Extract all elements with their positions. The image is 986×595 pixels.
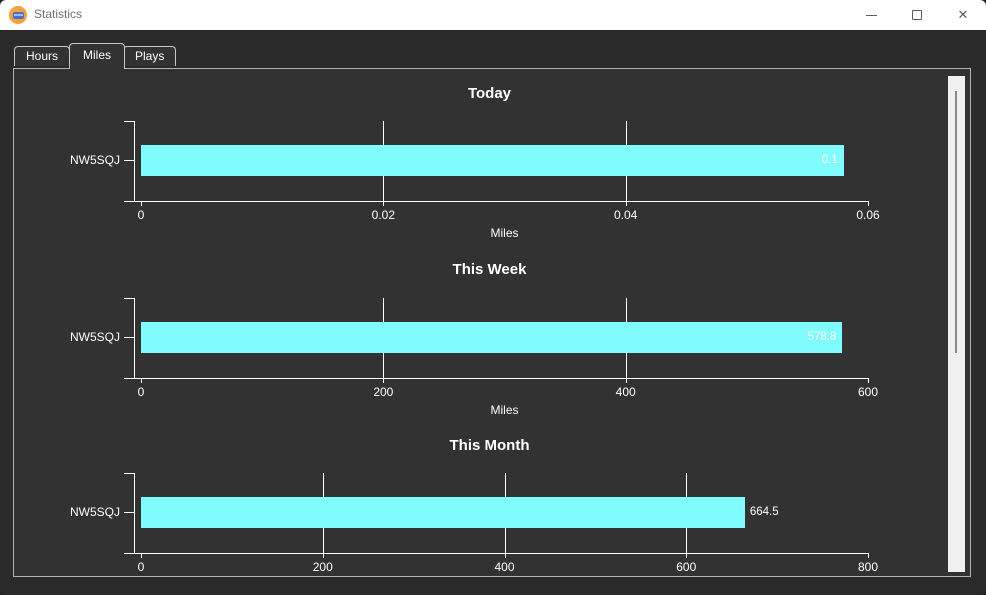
- app-icon: [9, 6, 27, 24]
- bar-value-label: 0.1: [821, 154, 838, 166]
- x-tick-label: 800: [857, 560, 879, 574]
- x-axis-title: Miles: [490, 226, 519, 240]
- x-tick-label: 400: [615, 385, 636, 399]
- tab-miles[interactable]: Miles: [69, 43, 126, 69]
- x-tick: [686, 553, 688, 558]
- maximize-icon: [912, 10, 922, 20]
- category-tick: [124, 512, 135, 513]
- x-tick: [141, 201, 142, 206]
- x-tick-label: 200: [312, 560, 333, 574]
- x-tick-label: 0.04: [613, 208, 638, 222]
- x-tick: [504, 553, 506, 558]
- title-bar: Statistics ✕: [0, 0, 986, 30]
- x-tick-label: 600: [676, 560, 697, 574]
- x-tick: [868, 201, 869, 206]
- x-tick-label: 200: [373, 385, 394, 399]
- category-label: NW5SQJ: [69, 505, 120, 519]
- tab-hours[interactable]: Hours: [14, 46, 71, 66]
- x-tick: [868, 378, 869, 383]
- minimize-button[interactable]: [848, 0, 894, 30]
- wallet-card-line: [14, 14, 23, 16]
- x-tick: [383, 378, 385, 383]
- x-tick: [141, 378, 142, 383]
- x-tick-label: 0: [137, 560, 145, 574]
- x-tick: [625, 378, 627, 383]
- y-axis: [134, 298, 135, 378]
- close-icon: ✕: [957, 7, 969, 22]
- x-tick: [383, 201, 385, 206]
- y-axis: [134, 473, 135, 553]
- category-tick: [124, 337, 135, 338]
- close-button[interactable]: ✕: [940, 0, 986, 30]
- window-title: Statistics: [34, 7, 83, 21]
- x-tick-label: 0.02: [371, 208, 395, 222]
- x-tick-label: 0: [137, 208, 145, 222]
- x-tick-label: 0: [137, 385, 145, 399]
- chart-title: Today: [467, 85, 512, 102]
- minimize-icon: [865, 14, 877, 16]
- category-label: NW5SQJ: [69, 330, 120, 344]
- y-axis-top-tick: [124, 121, 135, 122]
- bar: [141, 145, 844, 176]
- x-tick: [625, 201, 627, 206]
- x-axis: [124, 553, 869, 554]
- window-content: Hours Miles Plays Today 0.1 NW5SQJ 0 0.02 0.0…: [0, 30, 986, 595]
- x-tick: [322, 553, 324, 558]
- bar-value-label: 664.5: [749, 506, 779, 518]
- category-tick: [124, 160, 135, 161]
- x-tick: [868, 553, 869, 558]
- y-axis: [134, 121, 135, 201]
- charts-panel: Today 0.1 NW5SQJ 0 0.02 0.04 0.06 Miles This Wee…: [13, 68, 971, 577]
- bar: [141, 497, 745, 528]
- bar-value-label: 578.8: [807, 331, 837, 343]
- x-tick-label: 400: [494, 560, 515, 574]
- tab-plays[interactable]: Plays: [123, 46, 177, 66]
- x-axis: [124, 378, 869, 379]
- bar: [141, 322, 843, 353]
- x-tick: [141, 553, 142, 558]
- x-axis-title: Miles: [490, 403, 519, 417]
- x-tick-label: 0.06: [856, 208, 880, 222]
- x-tick-label: 600: [857, 385, 879, 399]
- x-axis: [124, 201, 869, 202]
- wallet-card-icon: [13, 12, 24, 19]
- category-label: NW5SQJ: [69, 153, 120, 167]
- y-axis-top-tick: [124, 298, 135, 299]
- chart-title: This Week: [452, 261, 527, 278]
- maximize-button[interactable]: [894, 0, 940, 30]
- chart-title: This Month: [449, 437, 530, 454]
- y-axis-top-tick: [124, 473, 135, 474]
- vertical-scrollbar[interactable]: [948, 76, 965, 572]
- scrollbar-thumb[interactable]: [955, 91, 957, 353]
